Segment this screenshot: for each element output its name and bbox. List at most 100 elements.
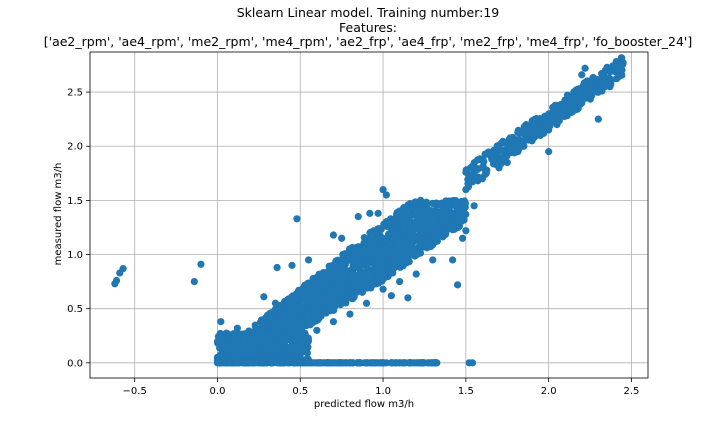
data-point: [541, 112, 549, 120]
data-point: [581, 64, 589, 72]
data-point: [245, 359, 253, 367]
data-point: [293, 215, 301, 223]
y-tick-label: 0.0: [67, 358, 83, 369]
data-point: [197, 260, 205, 268]
data-point: [224, 346, 232, 355]
data-point: [350, 286, 358, 294]
data-point: [374, 209, 382, 217]
data-point: [549, 110, 558, 118]
data-point: [259, 359, 267, 367]
data-point: [273, 263, 281, 272]
data-point: [578, 71, 586, 79]
data-point: [617, 54, 625, 63]
data-point: [491, 148, 499, 156]
data-point: [260, 353, 268, 361]
data-point: [433, 237, 441, 245]
data-point: [468, 178, 476, 186]
data-point: [382, 235, 390, 244]
data-point: [351, 264, 359, 272]
data-point: [266, 314, 274, 323]
data-point: [402, 203, 410, 211]
data-point: [458, 207, 466, 215]
data-point: [515, 145, 523, 153]
data-point: [506, 146, 514, 155]
data-point: [458, 234, 467, 242]
data-point: [483, 166, 491, 174]
data-point: [542, 120, 551, 128]
data-point: [349, 256, 357, 264]
data-point: [493, 142, 501, 150]
x-tick-label: 0.0: [210, 386, 226, 397]
data-point: [242, 350, 250, 358]
data-point: [229, 334, 237, 342]
data-point: [400, 228, 408, 236]
data-point: [405, 258, 413, 266]
data-point: [300, 345, 308, 353]
data-point: [243, 342, 251, 350]
data-point: [440, 220, 448, 228]
data-point: [560, 112, 569, 121]
data-point: [286, 298, 294, 306]
data-point: [297, 321, 305, 329]
data-point: [579, 81, 588, 89]
data-point: [330, 286, 338, 294]
data-point: [394, 241, 403, 250]
data-point: [545, 148, 553, 156]
data-point: [430, 214, 438, 223]
data-point: [525, 134, 533, 142]
data-point: [288, 261, 296, 269]
data-point: [586, 88, 594, 97]
points-layer: [111, 54, 627, 367]
data-point: [311, 309, 319, 317]
x-tick-label: 1.5: [458, 386, 474, 397]
data-point: [418, 207, 426, 215]
data-point: [401, 359, 410, 367]
data-point: [433, 229, 441, 237]
data-point: [260, 293, 268, 301]
data-point: [324, 268, 332, 276]
data-point: [267, 359, 275, 367]
data-point: [618, 71, 626, 79]
data-point: [359, 269, 367, 278]
data-point: [520, 130, 528, 138]
data-point: [374, 253, 382, 261]
data-point: [328, 273, 336, 281]
data-point: [387, 359, 396, 367]
data-point: [384, 217, 393, 226]
data-point: [251, 359, 260, 367]
data-point: [453, 281, 462, 289]
data-point: [532, 121, 540, 129]
data-point: [339, 250, 347, 259]
x-tick-label: 2.0: [541, 386, 557, 397]
data-point: [470, 169, 478, 178]
data-point: [404, 244, 412, 252]
data-point: [385, 269, 394, 277]
data-point: [499, 137, 507, 146]
data-point: [293, 331, 301, 339]
data-point: [362, 299, 371, 307]
data-point: [302, 359, 310, 367]
y-tick-label: 1.0: [67, 250, 83, 261]
data-point: [594, 115, 602, 123]
data-point: [273, 359, 282, 367]
data-point: [417, 242, 425, 250]
data-point: [367, 272, 376, 281]
data-point: [353, 359, 362, 367]
data-point: [259, 348, 267, 356]
data-point: [312, 359, 320, 367]
data-point: [369, 359, 377, 367]
data-point: [468, 163, 476, 171]
x-tick-label: 1.0: [375, 386, 391, 397]
data-point: [390, 259, 398, 267]
data-point: [119, 265, 127, 273]
data-point: [452, 203, 460, 211]
y-tick-label: 2.0: [67, 142, 83, 153]
data-point: [318, 288, 326, 296]
data-point: [452, 196, 460, 205]
data-point: [462, 168, 470, 176]
data-point: [258, 331, 266, 339]
data-point: [499, 147, 508, 155]
data-point: [532, 129, 540, 137]
data-point: [338, 234, 346, 242]
data-point: [412, 198, 420, 206]
